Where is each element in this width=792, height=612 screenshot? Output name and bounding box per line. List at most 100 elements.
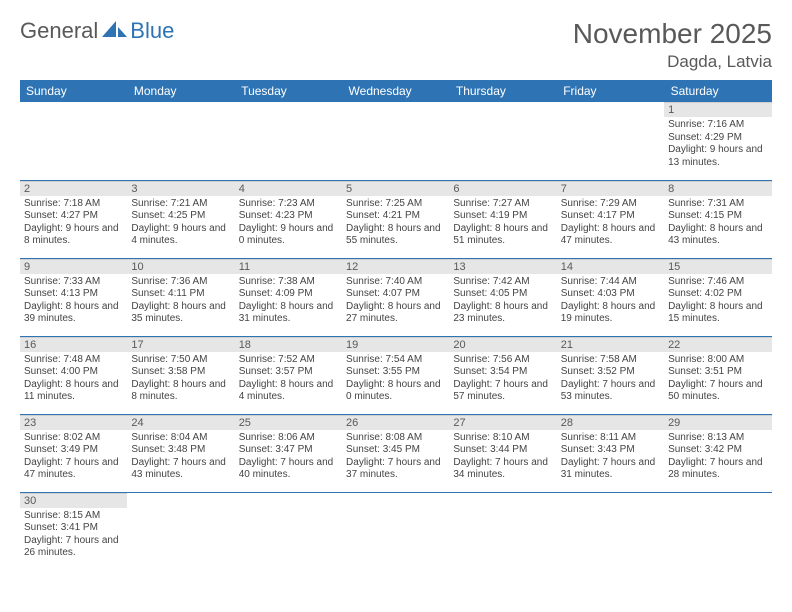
- sunset-text: Sunset: 4:00 PM: [24, 366, 123, 379]
- calendar-cell: 24Sunrise: 8:04 AMSunset: 3:48 PMDayligh…: [127, 414, 234, 492]
- sunset-text: Sunset: 4:09 PM: [239, 288, 338, 301]
- sunrise-text: Sunrise: 7:33 AM: [24, 276, 123, 289]
- day-number: 30: [20, 493, 127, 508]
- sunrise-text: Sunrise: 7:42 AM: [453, 276, 552, 289]
- sunrise-text: Sunrise: 7:25 AM: [346, 198, 445, 211]
- calendar-cell: [557, 102, 664, 180]
- daylight-text: Daylight: 8 hours and 43 minutes.: [668, 223, 767, 248]
- sunrise-text: Sunrise: 7:16 AM: [668, 119, 767, 132]
- sunset-text: Sunset: 3:47 PM: [239, 444, 338, 457]
- calendar-cell: 4Sunrise: 7:23 AMSunset: 4:23 PMDaylight…: [235, 180, 342, 258]
- calendar-cell: 2Sunrise: 7:18 AMSunset: 4:27 PMDaylight…: [20, 180, 127, 258]
- daylight-text: Daylight: 7 hours and 57 minutes.: [453, 379, 552, 404]
- calendar-cell: [127, 492, 234, 570]
- sunset-text: Sunset: 3:58 PM: [131, 366, 230, 379]
- weekday-header: Saturday: [664, 80, 771, 102]
- day-number: 22: [664, 337, 771, 352]
- day-details: Sunrise: 7:42 AMSunset: 4:05 PMDaylight:…: [449, 274, 556, 328]
- sunset-text: Sunset: 4:25 PM: [131, 210, 230, 223]
- daylight-text: Daylight: 7 hours and 40 minutes.: [239, 457, 338, 482]
- daylight-text: Daylight: 8 hours and 31 minutes.: [239, 301, 338, 326]
- day-details: Sunrise: 7:46 AMSunset: 4:02 PMDaylight:…: [664, 274, 771, 328]
- day-number: 2: [20, 181, 127, 196]
- calendar-body: 1Sunrise: 7:16 AMSunset: 4:29 PMDaylight…: [20, 102, 772, 570]
- daylight-text: Daylight: 8 hours and 19 minutes.: [561, 301, 660, 326]
- weekday-header: Thursday: [449, 80, 556, 102]
- day-number: 6: [449, 181, 556, 196]
- calendar-cell: 8Sunrise: 7:31 AMSunset: 4:15 PMDaylight…: [664, 180, 771, 258]
- day-number: 8: [664, 181, 771, 196]
- day-details: Sunrise: 7:31 AMSunset: 4:15 PMDaylight:…: [664, 196, 771, 250]
- day-number: 7: [557, 181, 664, 196]
- day-number: 20: [449, 337, 556, 352]
- calendar-table: SundayMondayTuesdayWednesdayThursdayFrid…: [20, 80, 772, 570]
- calendar-cell: 3Sunrise: 7:21 AMSunset: 4:25 PMDaylight…: [127, 180, 234, 258]
- day-details: Sunrise: 7:36 AMSunset: 4:11 PMDaylight:…: [127, 274, 234, 328]
- day-number: 13: [449, 259, 556, 274]
- day-number: 24: [127, 415, 234, 430]
- day-details: Sunrise: 8:11 AMSunset: 3:43 PMDaylight:…: [557, 430, 664, 484]
- sunrise-text: Sunrise: 7:27 AM: [453, 198, 552, 211]
- calendar-cell: [342, 102, 449, 180]
- weekday-header: Wednesday: [342, 80, 449, 102]
- daylight-text: Daylight: 9 hours and 0 minutes.: [239, 223, 338, 248]
- sunset-text: Sunset: 3:48 PM: [131, 444, 230, 457]
- sunset-text: Sunset: 4:23 PM: [239, 210, 338, 223]
- day-details: Sunrise: 8:04 AMSunset: 3:48 PMDaylight:…: [127, 430, 234, 484]
- day-details: Sunrise: 7:48 AMSunset: 4:00 PMDaylight:…: [20, 352, 127, 406]
- calendar-cell: [342, 492, 449, 570]
- day-number: 5: [342, 181, 449, 196]
- daylight-text: Daylight: 7 hours and 47 minutes.: [24, 457, 123, 482]
- sunset-text: Sunset: 3:41 PM: [24, 522, 123, 535]
- calendar-cell: 28Sunrise: 8:11 AMSunset: 3:43 PMDayligh…: [557, 414, 664, 492]
- sunrise-text: Sunrise: 7:52 AM: [239, 354, 338, 367]
- daylight-text: Daylight: 9 hours and 8 minutes.: [24, 223, 123, 248]
- sunset-text: Sunset: 4:13 PM: [24, 288, 123, 301]
- sunset-text: Sunset: 4:05 PM: [453, 288, 552, 301]
- daylight-text: Daylight: 8 hours and 0 minutes.: [346, 379, 445, 404]
- sunset-text: Sunset: 4:27 PM: [24, 210, 123, 223]
- calendar-cell: 10Sunrise: 7:36 AMSunset: 4:11 PMDayligh…: [127, 258, 234, 336]
- sunset-text: Sunset: 3:51 PM: [668, 366, 767, 379]
- sunset-text: Sunset: 4:21 PM: [346, 210, 445, 223]
- calendar-cell: 12Sunrise: 7:40 AMSunset: 4:07 PMDayligh…: [342, 258, 449, 336]
- day-details: Sunrise: 8:08 AMSunset: 3:45 PMDaylight:…: [342, 430, 449, 484]
- sunset-text: Sunset: 3:43 PM: [561, 444, 660, 457]
- sunset-text: Sunset: 4:07 PM: [346, 288, 445, 301]
- calendar-cell: 20Sunrise: 7:56 AMSunset: 3:54 PMDayligh…: [449, 336, 556, 414]
- day-details: Sunrise: 7:33 AMSunset: 4:13 PMDaylight:…: [20, 274, 127, 328]
- calendar-cell: [557, 492, 664, 570]
- day-number: 15: [664, 259, 771, 274]
- weekday-header: Sunday: [20, 80, 127, 102]
- day-details: Sunrise: 7:54 AMSunset: 3:55 PMDaylight:…: [342, 352, 449, 406]
- daylight-text: Daylight: 8 hours and 51 minutes.: [453, 223, 552, 248]
- day-number: 28: [557, 415, 664, 430]
- calendar-cell: 25Sunrise: 8:06 AMSunset: 3:47 PMDayligh…: [235, 414, 342, 492]
- day-details: Sunrise: 8:06 AMSunset: 3:47 PMDaylight:…: [235, 430, 342, 484]
- calendar-cell: 29Sunrise: 8:13 AMSunset: 3:42 PMDayligh…: [664, 414, 771, 492]
- sunrise-text: Sunrise: 7:54 AM: [346, 354, 445, 367]
- location-label: Dagda, Latvia: [573, 52, 772, 72]
- day-number: 25: [235, 415, 342, 430]
- daylight-text: Daylight: 7 hours and 50 minutes.: [668, 379, 767, 404]
- calendar-cell: 26Sunrise: 8:08 AMSunset: 3:45 PMDayligh…: [342, 414, 449, 492]
- daylight-text: Daylight: 8 hours and 23 minutes.: [453, 301, 552, 326]
- weekday-header: Tuesday: [235, 80, 342, 102]
- day-number: 19: [342, 337, 449, 352]
- calendar-cell: 1Sunrise: 7:16 AMSunset: 4:29 PMDaylight…: [664, 102, 771, 180]
- daylight-text: Daylight: 8 hours and 8 minutes.: [131, 379, 230, 404]
- calendar-cell: 16Sunrise: 7:48 AMSunset: 4:00 PMDayligh…: [20, 336, 127, 414]
- calendar-cell: 21Sunrise: 7:58 AMSunset: 3:52 PMDayligh…: [557, 336, 664, 414]
- day-details: Sunrise: 7:18 AMSunset: 4:27 PMDaylight:…: [20, 196, 127, 250]
- calendar-week: 16Sunrise: 7:48 AMSunset: 4:00 PMDayligh…: [20, 336, 772, 414]
- calendar-cell: [235, 102, 342, 180]
- daylight-text: Daylight: 8 hours and 39 minutes.: [24, 301, 123, 326]
- sunrise-text: Sunrise: 7:44 AM: [561, 276, 660, 289]
- day-details: Sunrise: 7:40 AMSunset: 4:07 PMDaylight:…: [342, 274, 449, 328]
- header: General Blue November 2025 Dagda, Latvia: [20, 18, 772, 72]
- day-number: 1: [664, 102, 771, 117]
- calendar-cell: 19Sunrise: 7:54 AMSunset: 3:55 PMDayligh…: [342, 336, 449, 414]
- calendar-cell: 14Sunrise: 7:44 AMSunset: 4:03 PMDayligh…: [557, 258, 664, 336]
- calendar-cell: [20, 102, 127, 180]
- day-number: 4: [235, 181, 342, 196]
